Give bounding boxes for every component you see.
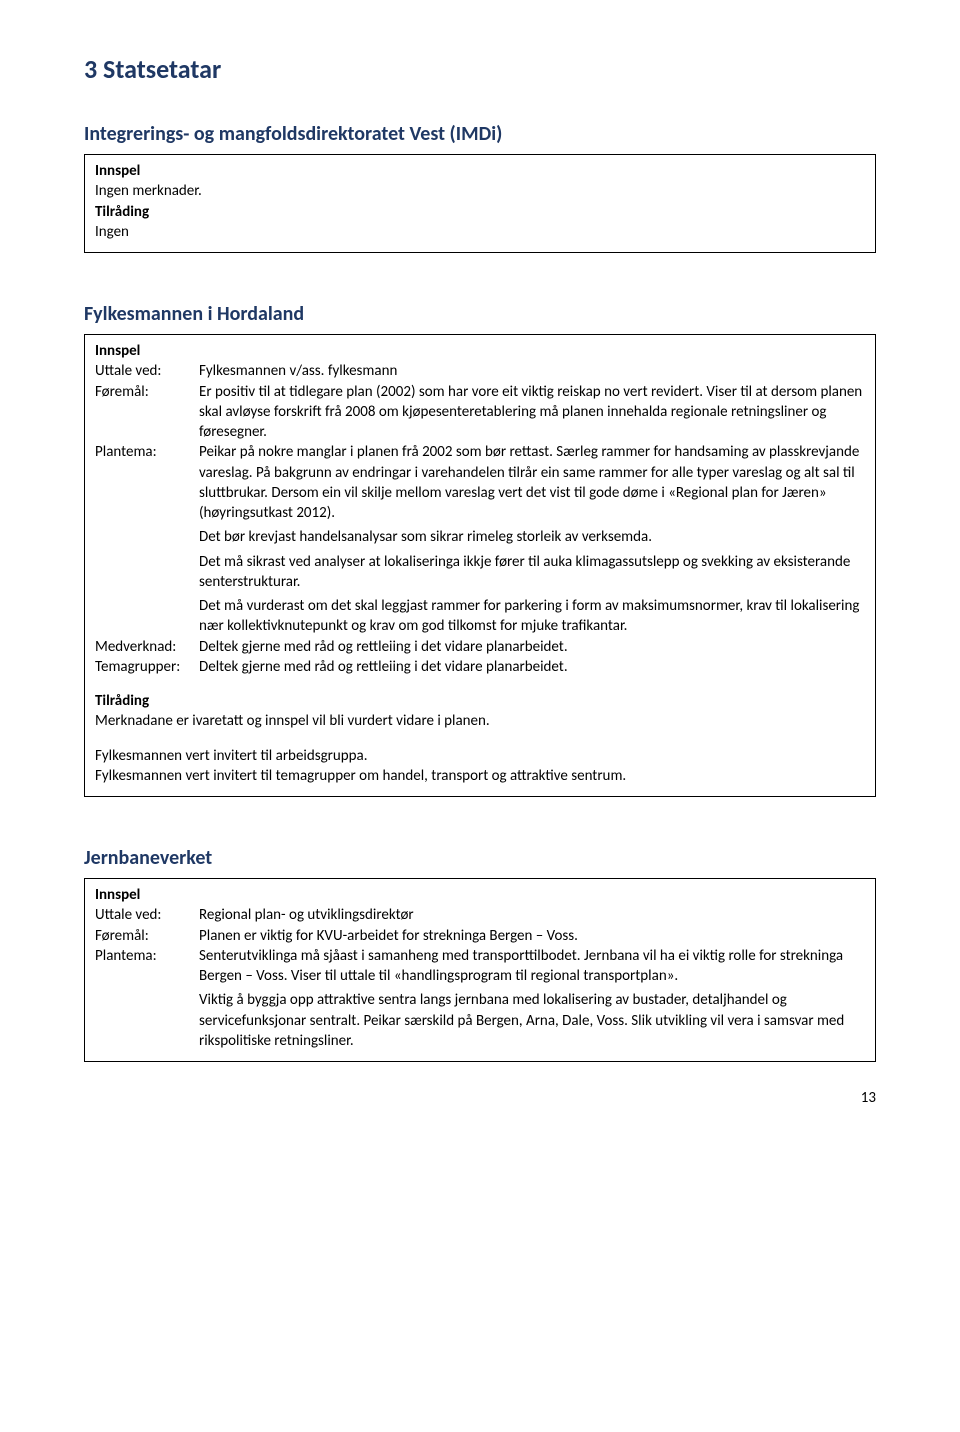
foremal-value: Er positiv til at tidlegare plan (2002) … [199, 382, 865, 443]
section3-box: Innspel Uttale ved: Regional plan- og ut… [84, 878, 876, 1062]
section2-title: Fylkesmannen i Hordaland [84, 301, 876, 328]
uttale-value: Regional plan- og utviklingsdirektør [199, 905, 865, 925]
page-number: 13 [84, 1088, 876, 1108]
section1-box: Innspel Ingen merknader. Tilråding Ingen [84, 154, 876, 253]
plantema-label: Plantema: [95, 442, 199, 636]
section3-title: Jernbaneverket [84, 845, 876, 872]
foremal-label: Føremål: [95, 926, 199, 946]
innspel-label: Innspel [95, 885, 865, 905]
uttale-value: Fylkesmannen v/ass. fylkesmann [199, 361, 865, 381]
section1-title: Integrerings- og mangfoldsdirektoratet V… [84, 121, 876, 148]
temagrupper-value: Deltek gjerne med råd og rettleiing i de… [199, 657, 865, 677]
plantema-p1: Senterutviklinga må sjåast i samanheng m… [199, 946, 865, 987]
tilrading-p1: Merknadane er ivaretatt og innspel vil b… [95, 711, 865, 731]
tilrading-label: Tilråding [95, 202, 865, 222]
medverknad-label: Medverknad: [95, 637, 199, 657]
plantema-p4: Det må vurderast om det skal leggjast ra… [199, 596, 865, 637]
temagrupper-label: Temagrupper: [95, 657, 199, 677]
section2-box: Innspel Uttale ved: Fylkesmannen v/ass. … [84, 334, 876, 797]
innspel-label: Innspel [95, 161, 865, 181]
tilrading-p3: Fylkesmannen vert invitert til temagrupp… [95, 766, 865, 786]
plantema-p2: Viktig å byggja opp attraktive sentra la… [199, 990, 865, 1051]
foremal-value: Planen er viktig for KVU-arbeidet for st… [199, 926, 865, 946]
uttale-label: Uttale ved: [95, 361, 199, 381]
tilrading-p2: Fylkesmannen vert invitert til arbeidsgr… [95, 746, 865, 766]
tilrading-text: Ingen [95, 222, 865, 242]
plantema-p2: Det bør krevjast handelsanalysar som sik… [199, 527, 865, 547]
tilrading-label: Tilråding [95, 691, 865, 711]
plantema-p3: Det må sikrast ved analyser at lokaliser… [199, 552, 865, 593]
page-heading: 3 Statsetatar [84, 52, 876, 87]
innspel-text: Ingen merknader. [95, 181, 865, 201]
innspel-label: Innspel [95, 341, 865, 361]
medverknad-value: Deltek gjerne med råd og rettleiing i de… [199, 637, 865, 657]
plantema-label: Plantema: [95, 946, 199, 1051]
foremal-label: Føremål: [95, 382, 199, 443]
plantema-p1: Peikar på nokre manglar i planen frå 200… [199, 442, 865, 523]
uttale-label: Uttale ved: [95, 905, 199, 925]
